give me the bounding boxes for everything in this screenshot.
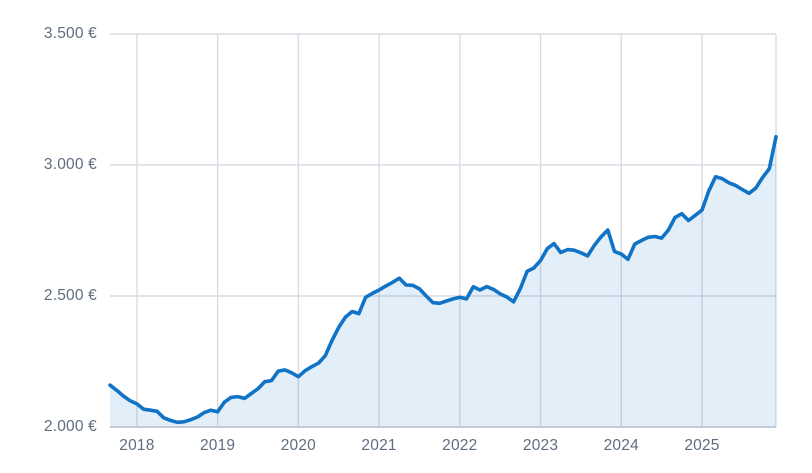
x-axis-tick-label: 2020 [280, 437, 316, 454]
x-axis-tick-label: 2018 [119, 437, 155, 454]
x-axis-tick-label: 2023 [522, 437, 559, 454]
y-axis-tick-label: 3.500 € [43, 25, 97, 42]
gridlines [110, 33, 777, 427]
y-axis-tick-label: 2.500 € [43, 287, 97, 304]
x-axis-tick-label: 2019 [199, 437, 236, 454]
price-line [108, 134, 778, 425]
x-axis-tick-label: 2022 [442, 437, 478, 454]
area-fill [110, 136, 776, 427]
y-axis-tick-label: 2.000 € [43, 418, 97, 435]
x-axis-tick-label: 2025 [684, 437, 720, 454]
x-axis-tick-label: 2024 [603, 437, 639, 454]
y-axis-tick-label: 3.000 € [43, 156, 97, 173]
x-axis-tick-label: 2021 [361, 437, 397, 454]
